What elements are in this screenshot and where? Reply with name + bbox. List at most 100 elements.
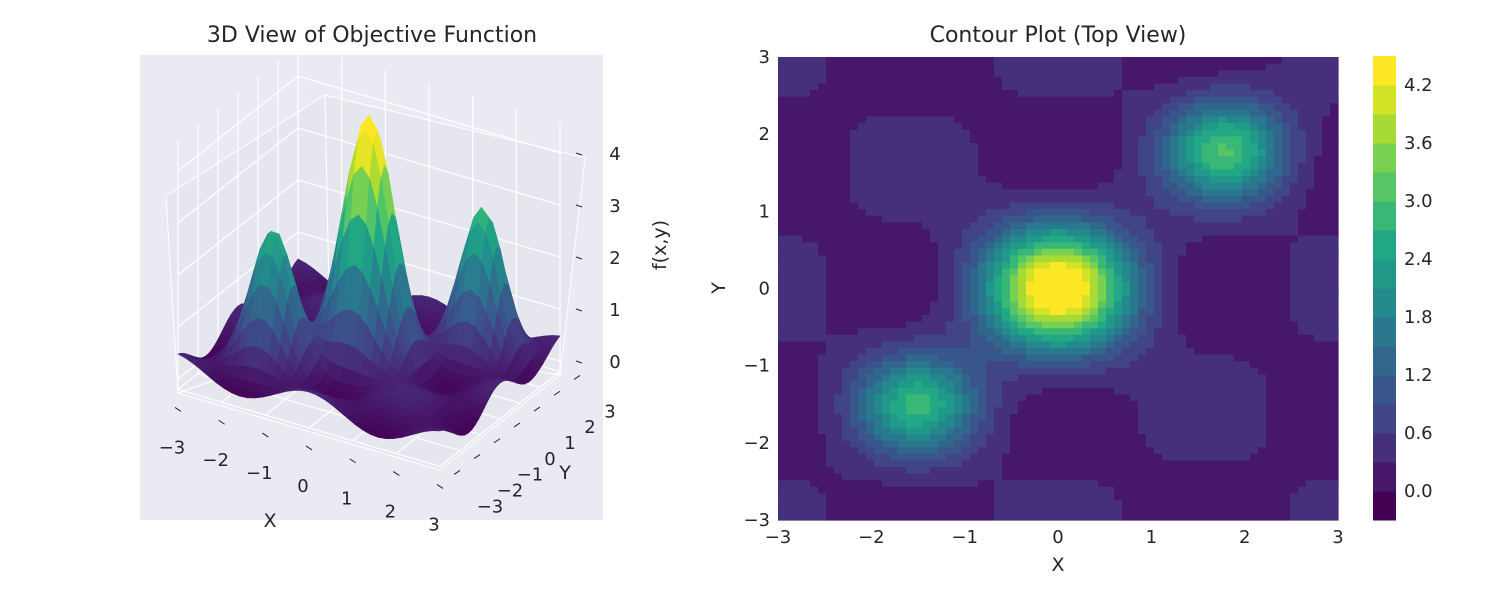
contour-cell <box>922 328 931 335</box>
contour-cell <box>866 460 875 467</box>
contour-cell <box>1090 236 1099 243</box>
contour-cell <box>1170 408 1179 415</box>
contour-cell <box>834 249 843 256</box>
contour-cell <box>1074 388 1083 395</box>
contour-cell <box>1010 150 1019 157</box>
contour-cell <box>850 408 859 415</box>
contour-cell <box>1162 421 1171 428</box>
contour-cell <box>898 123 907 130</box>
contour-cell <box>1058 176 1067 183</box>
contour-cell <box>802 143 811 150</box>
contour-cell <box>970 441 979 448</box>
contour-cell <box>1154 500 1163 507</box>
contour-cell <box>1010 183 1019 190</box>
contour-cell <box>890 282 899 289</box>
contour-cell <box>914 136 923 143</box>
contour-cell <box>842 289 851 296</box>
contour-cell <box>1186 242 1195 249</box>
contour-cell <box>954 289 963 296</box>
contour-cell <box>818 447 827 454</box>
contour-cell <box>1010 57 1019 64</box>
contour-cell <box>818 295 827 302</box>
contour-cell <box>1066 209 1075 216</box>
contour-cell <box>938 123 947 130</box>
contour-cell <box>866 275 875 282</box>
contour-cell <box>1066 322 1075 329</box>
contour-cell <box>866 269 875 276</box>
contour-cell <box>882 123 891 130</box>
contour-cell <box>914 467 923 474</box>
contour-cell <box>930 289 939 296</box>
contour-cell <box>1066 474 1075 481</box>
contour-cell <box>1058 103 1067 110</box>
contour-cell <box>914 90 923 97</box>
contour-cell <box>1002 487 1011 494</box>
contour-cell <box>1170 110 1179 117</box>
contour-cell <box>1090 289 1099 296</box>
contour-cell <box>1138 209 1147 216</box>
contour-cell <box>946 169 955 176</box>
contour-cell <box>954 381 963 388</box>
contour-cell <box>1194 97 1203 104</box>
contour-cell <box>1122 315 1131 322</box>
contour-cell <box>794 302 803 309</box>
contour-cell <box>1058 414 1067 421</box>
contour-cell <box>1074 169 1083 176</box>
contour-cell <box>826 341 835 348</box>
contour-cell <box>994 507 1003 514</box>
contour-cell <box>938 275 947 282</box>
contour-cell <box>882 242 891 249</box>
contour-cell <box>1074 64 1083 71</box>
contour-cell <box>1050 262 1059 269</box>
contour-cell <box>1194 77 1203 84</box>
contour-cell <box>1034 335 1043 342</box>
contour-cell <box>914 427 923 434</box>
contour-cell <box>1082 500 1091 507</box>
contour-cell <box>1018 275 1027 282</box>
contour-cell <box>1130 361 1139 368</box>
contour-cell <box>1106 130 1115 137</box>
contour-cell <box>1010 123 1019 130</box>
contour-cell <box>1170 427 1179 434</box>
contour-cell <box>1018 368 1027 375</box>
contour-cell <box>1050 57 1059 64</box>
contour-cell <box>1042 414 1051 421</box>
contour-cell <box>1194 494 1203 501</box>
contour-cell <box>1162 500 1171 507</box>
contour-cell <box>970 341 979 348</box>
contour-cell <box>1114 427 1123 434</box>
contour-cell <box>946 361 955 368</box>
contour-cell <box>914 123 923 130</box>
contour-cell <box>978 302 987 309</box>
contour-cell <box>1010 236 1019 243</box>
contour-cell <box>1066 447 1075 454</box>
contour-cell <box>898 487 907 494</box>
contour-cell <box>970 269 979 276</box>
contour-cell <box>978 460 987 467</box>
contour-cell <box>994 70 1003 77</box>
contour-cell <box>818 70 827 77</box>
contour-cell <box>778 355 787 362</box>
contour-cell <box>970 315 979 322</box>
contour-cell <box>890 441 899 448</box>
contour-cell <box>1082 269 1091 276</box>
contour-cell <box>874 242 883 249</box>
contour-cell <box>962 474 971 481</box>
contour-cell <box>922 507 931 514</box>
contour-cell <box>794 229 803 236</box>
contour-cell <box>794 64 803 71</box>
contour-cell <box>1154 322 1163 329</box>
contour-cell <box>1202 335 1211 342</box>
contour-cell <box>826 262 835 269</box>
contour-cell <box>882 447 891 454</box>
contour-cell <box>1146 434 1155 441</box>
contour-cell <box>1026 335 1035 342</box>
contour-cell <box>834 474 843 481</box>
contour-cell <box>994 454 1003 461</box>
contour-cell <box>874 408 883 415</box>
contour-cell <box>1026 341 1035 348</box>
contour-cell <box>1122 480 1131 487</box>
contour-cell <box>1026 467 1035 474</box>
contour-cell <box>946 328 955 335</box>
contour-cell <box>1010 295 1019 302</box>
